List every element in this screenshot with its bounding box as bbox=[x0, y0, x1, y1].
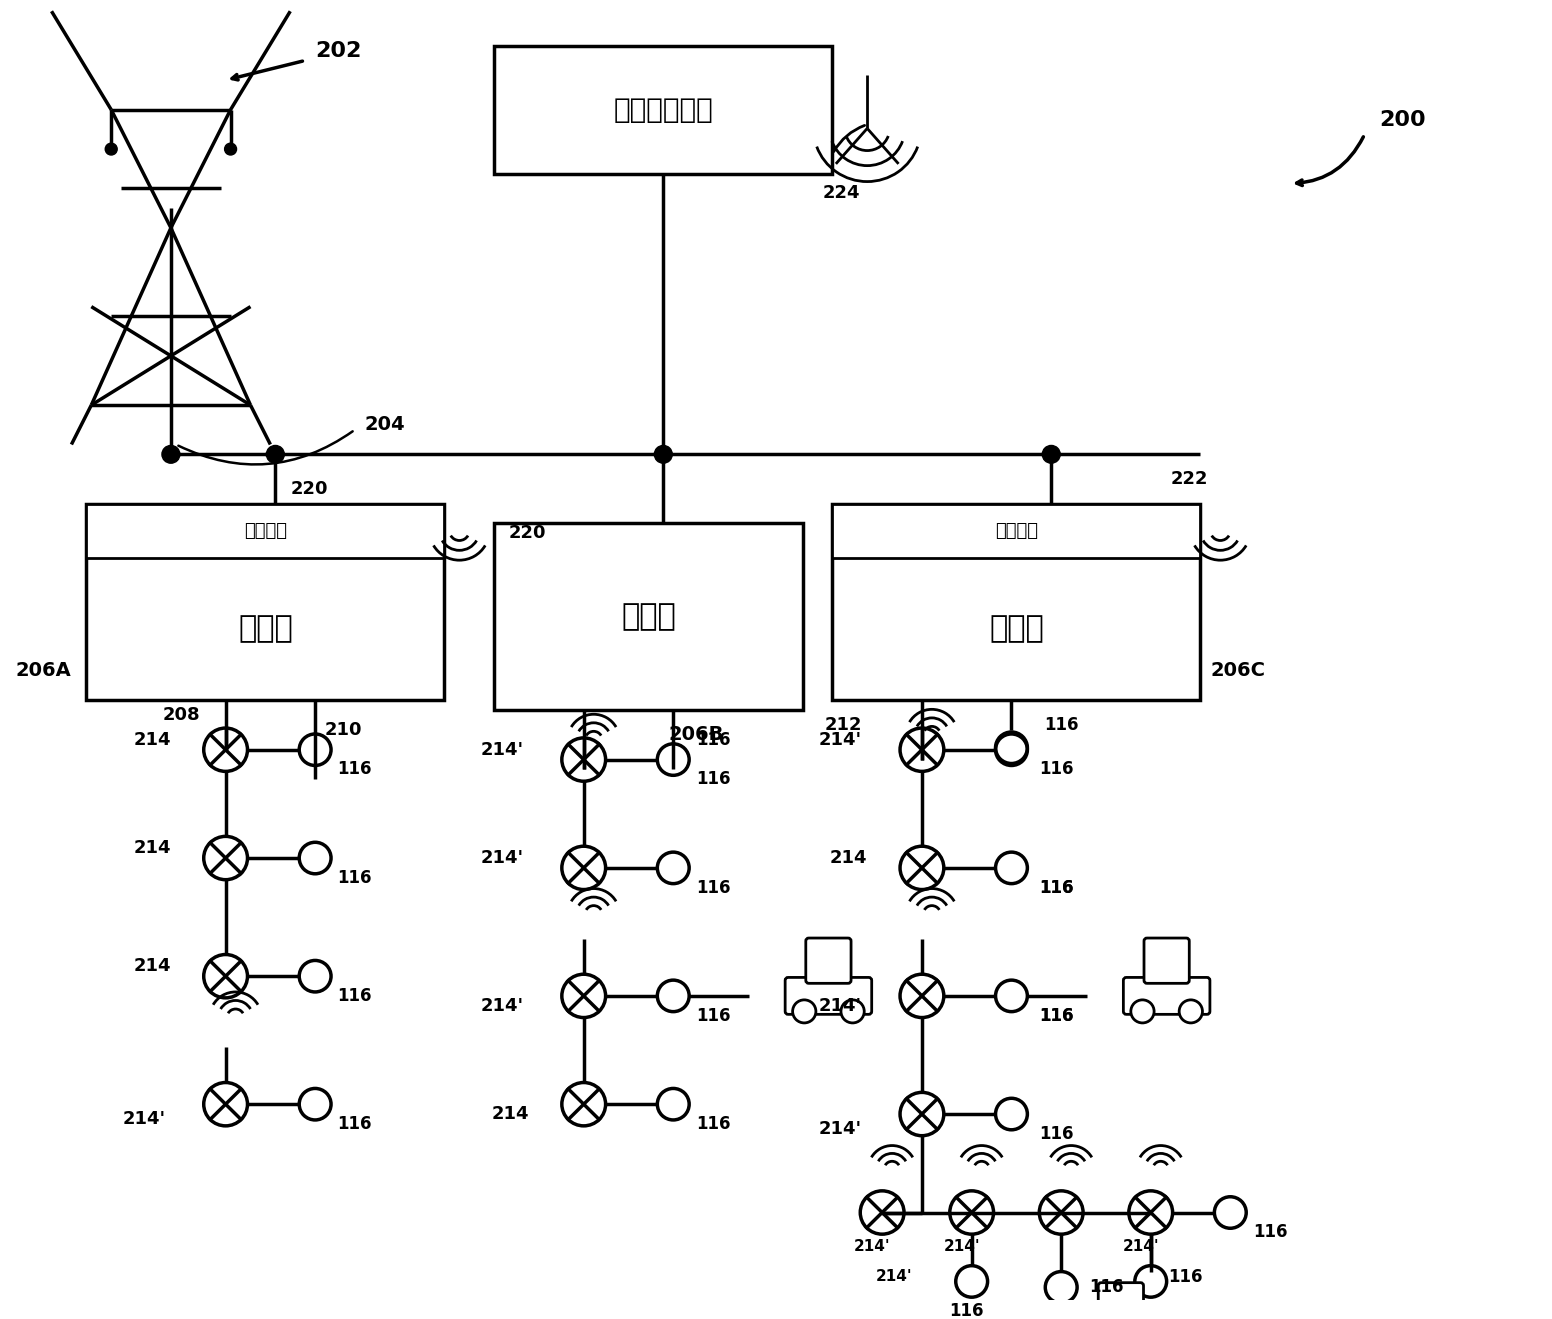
Text: 116: 116 bbox=[1038, 1006, 1074, 1025]
Text: 214': 214' bbox=[819, 997, 863, 1014]
Text: 116: 116 bbox=[695, 878, 731, 897]
Circle shape bbox=[161, 446, 180, 463]
Circle shape bbox=[655, 446, 672, 463]
Text: 配电箱: 配电箱 bbox=[621, 603, 675, 632]
Text: 控制模块: 控制模块 bbox=[244, 521, 287, 539]
Text: 214: 214 bbox=[133, 958, 171, 975]
Text: 116: 116 bbox=[338, 869, 372, 886]
Text: 220: 220 bbox=[509, 524, 546, 542]
Text: 116: 116 bbox=[338, 987, 372, 1005]
Bar bbox=[494, 46, 832, 174]
Text: 214': 214' bbox=[481, 849, 525, 867]
Text: 116: 116 bbox=[1038, 1006, 1074, 1025]
Text: 214': 214' bbox=[1122, 1240, 1159, 1254]
Text: 214: 214 bbox=[133, 731, 171, 749]
Text: 214': 214' bbox=[481, 741, 525, 758]
FancyBboxPatch shape bbox=[1099, 1282, 1144, 1319]
Bar bbox=[832, 504, 1200, 558]
Text: 204: 204 bbox=[365, 415, 405, 434]
Text: 116: 116 bbox=[695, 1006, 731, 1025]
Text: 116: 116 bbox=[1252, 1223, 1287, 1241]
Text: 206C: 206C bbox=[1211, 661, 1265, 681]
Circle shape bbox=[1180, 1000, 1203, 1024]
FancyBboxPatch shape bbox=[805, 938, 850, 984]
Circle shape bbox=[1131, 1000, 1155, 1024]
Circle shape bbox=[267, 446, 284, 463]
Text: 212: 212 bbox=[824, 716, 863, 735]
Circle shape bbox=[793, 1000, 816, 1024]
Text: 116: 116 bbox=[695, 731, 731, 749]
Text: 116: 116 bbox=[695, 1115, 731, 1133]
Circle shape bbox=[106, 144, 118, 156]
FancyBboxPatch shape bbox=[1124, 977, 1211, 1014]
Text: 116: 116 bbox=[1088, 1278, 1124, 1297]
Text: 220: 220 bbox=[290, 480, 327, 497]
Text: 116: 116 bbox=[1169, 1268, 1203, 1286]
Circle shape bbox=[841, 1000, 864, 1024]
Text: 214': 214' bbox=[819, 1120, 863, 1138]
Text: 214': 214' bbox=[875, 1269, 913, 1283]
Text: 214': 214' bbox=[481, 997, 525, 1014]
Text: 116: 116 bbox=[695, 770, 731, 789]
Bar bbox=[87, 504, 444, 558]
Text: 214': 214' bbox=[944, 1240, 979, 1254]
Text: 206A: 206A bbox=[16, 661, 71, 681]
Bar bbox=[87, 504, 444, 700]
Text: 202: 202 bbox=[315, 41, 362, 61]
Text: 116: 116 bbox=[1038, 761, 1074, 778]
Circle shape bbox=[225, 144, 236, 156]
Text: 中央控制模块: 中央控制模块 bbox=[613, 96, 714, 124]
Circle shape bbox=[1043, 446, 1060, 463]
Bar bbox=[494, 524, 802, 711]
Text: 214: 214 bbox=[830, 849, 868, 867]
Text: 222: 222 bbox=[1170, 470, 1207, 488]
Text: 116: 116 bbox=[338, 761, 372, 778]
Text: 116: 116 bbox=[1044, 716, 1079, 735]
Text: 214: 214 bbox=[133, 839, 171, 857]
Text: 116: 116 bbox=[1038, 878, 1074, 897]
Text: 配电箱: 配电箱 bbox=[989, 615, 1044, 644]
Text: 214: 214 bbox=[492, 1105, 529, 1122]
FancyBboxPatch shape bbox=[1144, 938, 1189, 984]
Text: 200: 200 bbox=[1380, 109, 1426, 129]
Text: 214': 214' bbox=[819, 731, 863, 749]
Text: 116: 116 bbox=[950, 1302, 984, 1319]
Bar bbox=[832, 504, 1200, 700]
Text: 214': 214' bbox=[123, 1111, 166, 1128]
Text: 116: 116 bbox=[1038, 1125, 1074, 1142]
Text: 214': 214' bbox=[854, 1240, 891, 1254]
Text: 210: 210 bbox=[324, 721, 363, 739]
Text: 116: 116 bbox=[1038, 878, 1074, 897]
Text: 116: 116 bbox=[338, 1115, 372, 1133]
Text: 配电箱: 配电箱 bbox=[237, 615, 293, 644]
FancyBboxPatch shape bbox=[785, 977, 872, 1014]
Text: 208: 208 bbox=[163, 706, 200, 724]
Text: 206B: 206B bbox=[669, 725, 723, 744]
Text: 控制模块: 控制模块 bbox=[995, 521, 1038, 539]
Text: 224: 224 bbox=[823, 185, 860, 202]
